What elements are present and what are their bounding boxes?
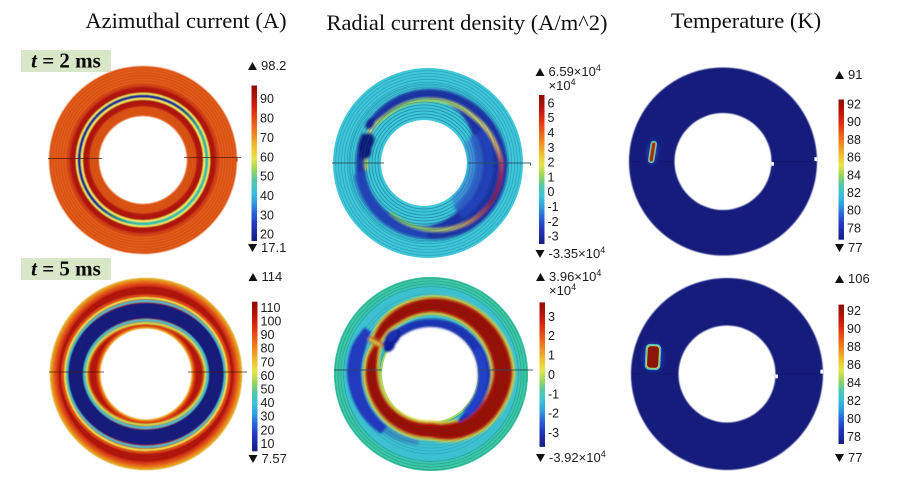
svg-text:50: 50 (261, 383, 275, 397)
svg-text:90: 90 (847, 322, 861, 336)
svg-text:92: 92 (847, 98, 861, 112)
svg-text:91: 91 (848, 67, 862, 82)
svg-text:17.1: 17.1 (261, 240, 286, 255)
svg-text:0: 0 (548, 368, 555, 382)
svg-text:1: 1 (548, 349, 555, 363)
svg-text:80: 80 (847, 204, 861, 218)
svg-text:82: 82 (847, 186, 861, 200)
svg-text:88: 88 (847, 133, 861, 147)
svg-text:80: 80 (847, 412, 861, 426)
svg-text:84: 84 (847, 168, 861, 182)
svg-text:114: 114 (262, 269, 283, 284)
svg-text:-3.92×104: -3.92×104 (549, 449, 606, 465)
svg-text:t = 5 ms: t = 5 ms (31, 257, 101, 281)
svg-text:82: 82 (847, 394, 861, 408)
svg-text:78: 78 (847, 430, 861, 444)
svg-text:×104: ×104 (549, 282, 576, 298)
svg-text:80: 80 (260, 112, 274, 126)
svg-text:90: 90 (260, 92, 274, 106)
svg-text:-3: -3 (548, 426, 559, 440)
svg-text:110: 110 (261, 301, 281, 315)
svg-text:-1: -1 (548, 200, 559, 214)
svg-text:90: 90 (261, 328, 275, 342)
svg-text:6: 6 (548, 96, 555, 110)
svg-text:70: 70 (261, 355, 275, 369)
svg-text:5: 5 (548, 111, 555, 125)
svg-text:0: 0 (548, 185, 555, 199)
svg-text:106: 106 (848, 271, 870, 286)
svg-text:60: 60 (260, 150, 274, 164)
svg-text:84: 84 (847, 376, 861, 390)
svg-text:4: 4 (548, 126, 555, 140)
svg-text:-3: -3 (548, 230, 559, 244)
svg-text:98.2: 98.2 (261, 58, 286, 73)
svg-text:30: 30 (260, 208, 274, 222)
svg-text:×104: ×104 (549, 77, 576, 93)
svg-text:-3.35×104: -3.35×104 (549, 245, 606, 261)
svg-text:t = 2 ms: t = 2 ms (31, 49, 101, 73)
svg-text:3: 3 (548, 310, 555, 324)
svg-text:Temperature (K): Temperature (K) (671, 8, 821, 33)
svg-text:70: 70 (260, 131, 274, 145)
svg-text:6.59×104: 6.59×104 (549, 63, 601, 79)
svg-text:Azimuthal current (A): Azimuthal current (A) (85, 8, 286, 33)
svg-text:3: 3 (548, 141, 555, 155)
svg-text:-1: -1 (548, 387, 559, 401)
svg-text:-2: -2 (548, 215, 559, 229)
svg-text:77: 77 (848, 450, 862, 465)
svg-text:60: 60 (261, 369, 275, 383)
svg-text:80: 80 (261, 342, 275, 356)
svg-text:10: 10 (261, 437, 275, 451)
svg-text:7.57: 7.57 (262, 451, 287, 466)
svg-text:30: 30 (261, 410, 275, 424)
svg-text:1: 1 (548, 170, 555, 184)
svg-text:3.96×104: 3.96×104 (549, 268, 601, 284)
svg-text:40: 40 (261, 396, 275, 410)
svg-text:86: 86 (847, 151, 861, 165)
svg-text:20: 20 (260, 228, 274, 242)
svg-text:88: 88 (847, 340, 861, 354)
svg-text:86: 86 (847, 358, 861, 372)
svg-text:Radial current density (A/m^2): Radial current density (A/m^2) (326, 10, 607, 35)
svg-text:90: 90 (847, 115, 861, 129)
svg-text:50: 50 (260, 170, 274, 184)
svg-text:-2: -2 (548, 407, 559, 421)
svg-text:78: 78 (847, 221, 861, 235)
svg-text:2: 2 (548, 329, 555, 343)
svg-text:2: 2 (548, 156, 555, 170)
svg-text:20: 20 (261, 423, 275, 437)
svg-text:77: 77 (848, 240, 862, 255)
svg-text:92: 92 (847, 304, 861, 318)
svg-text:100: 100 (261, 315, 282, 329)
svg-text:40: 40 (260, 189, 274, 203)
